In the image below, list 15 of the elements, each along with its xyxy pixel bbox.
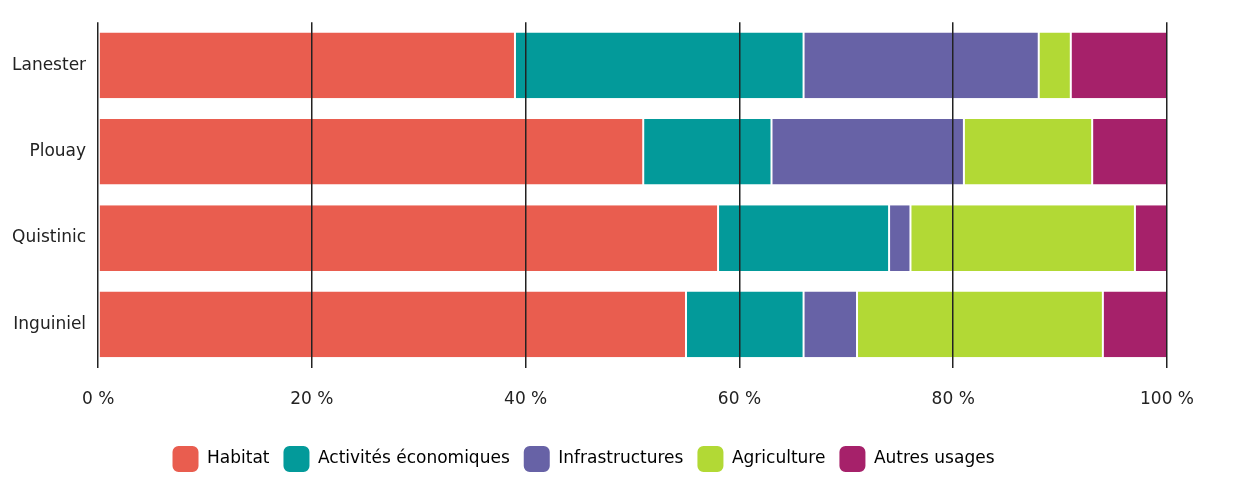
x-tick-label: 20 % xyxy=(290,388,334,409)
y-tick-label: Quistinic xyxy=(12,226,87,247)
legend-label: Activités économiques xyxy=(317,447,510,468)
y-tick-label: Lanester xyxy=(12,53,87,74)
x-tick-label: 0 % xyxy=(81,388,115,409)
x-tick-label: 100 % xyxy=(1139,388,1195,409)
x-tick-label: 80 % xyxy=(931,388,975,409)
y-tick-label: Plouay xyxy=(29,140,87,161)
legend-label: Habitat xyxy=(207,447,270,468)
legend-label: Autres usages xyxy=(873,447,995,468)
x-tick-label: 40 % xyxy=(504,388,548,409)
legend-label: Infrastructures xyxy=(558,447,684,468)
legend-label: Agriculture xyxy=(731,447,826,468)
x-tick-label: 60 % xyxy=(717,388,762,409)
y-tick-label: Inguiniel xyxy=(13,312,87,333)
